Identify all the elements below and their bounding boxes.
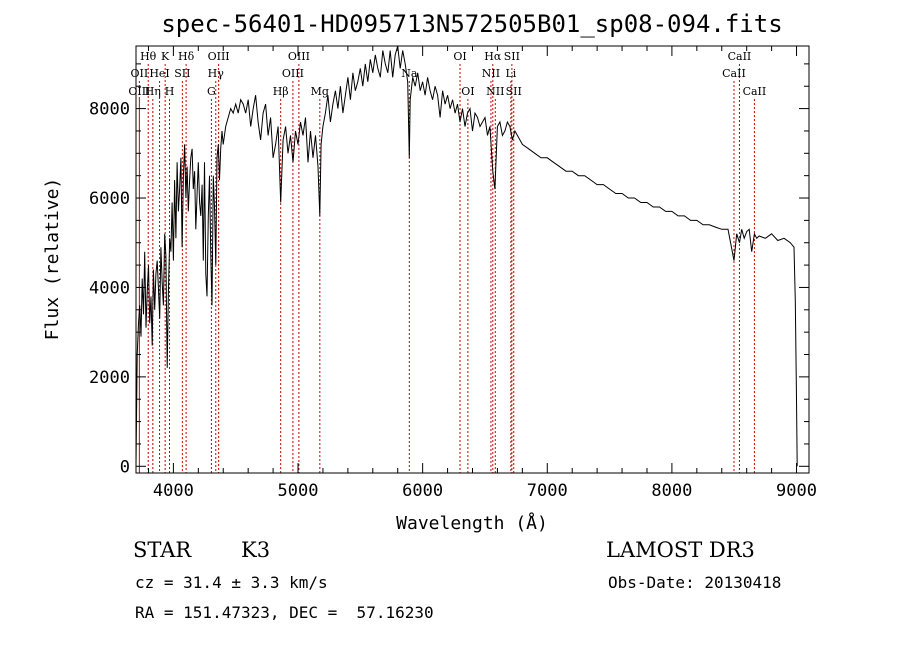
spectral-line-label: SII	[174, 67, 190, 80]
x-axis-label: Wavelength (Å)	[396, 512, 548, 534]
spectral-line-label: CaII	[743, 85, 767, 98]
spectral-line-label: OI	[453, 50, 466, 63]
spectral-line-label: OIII	[288, 50, 310, 63]
spectral-line-markers	[138, 64, 755, 473]
y-tick-label: 2000	[89, 368, 130, 388]
spectral-line-label: OI	[461, 85, 474, 98]
y-axis-label: Flux (relative)	[42, 178, 63, 341]
x-tick-label: 7000	[527, 481, 568, 501]
spectral-line-label: HeI	[149, 67, 169, 80]
redshift-cz: cz = 31.4 ± 3.3 km/s	[135, 573, 328, 592]
spectral-line-label: OIII	[128, 85, 150, 98]
spectral-line-label: NII	[486, 85, 504, 98]
survey-name: LAMOST DR3	[606, 538, 755, 562]
observation-date: Obs-Date: 20130418	[608, 573, 782, 592]
spectral-line-label: G	[207, 85, 216, 98]
spectral-line-label: CaII	[728, 50, 752, 63]
spectral-line-label: H	[165, 85, 175, 98]
axis-ticks: 4000 5000 6000 7000 8000 9000 0 2000 4000 6000 800…	[89, 46, 817, 501]
x-tick-label: 6000	[402, 481, 443, 501]
x-tick-label: 9000	[776, 481, 817, 501]
y-tick-label: 0	[120, 457, 130, 477]
spectral-line-label: Hβ	[273, 85, 289, 98]
spectral-line-label: NII	[482, 67, 500, 80]
x-tick-label: 8000	[651, 481, 692, 501]
spectral-line-label: Hθ	[140, 50, 157, 63]
object-class: STAR	[133, 538, 192, 562]
spectral-line-label: Mg	[311, 85, 329, 98]
spectral-line-label: Hα	[484, 50, 502, 63]
spectral-line-label: K	[161, 50, 170, 63]
spectral-line-label: Hδ	[178, 50, 195, 63]
chart-title: spec-56401-HD095713N572505B01_sp08-094.f…	[161, 10, 782, 38]
spectral-line-label: SII	[506, 85, 522, 98]
x-tick-label: 5000	[278, 481, 319, 501]
spectral-line-labels: Hθ OII OIII K HeI Hη Hδ SII H OIII Hγ G OIII OIII Hβ Mg…	[128, 50, 766, 98]
coordinates: RA = 151.47323, DEC = 57.16230	[135, 603, 434, 622]
spectral-line-label: OIII	[208, 50, 230, 63]
spectral-line-label: SII	[504, 50, 520, 63]
spectrum-line	[135, 45, 798, 467]
spectral-line-label: Hγ	[208, 67, 225, 80]
spectral-line-label: Li	[505, 67, 516, 80]
spectral-line-label: Na	[401, 67, 418, 80]
plot-frame	[135, 45, 810, 474]
y-tick-label: 4000	[89, 278, 130, 298]
object-subclass: K3	[241, 538, 271, 562]
y-tick-label: 8000	[89, 100, 130, 120]
y-tick-label: 6000	[89, 189, 130, 209]
x-tick-label: 4000	[153, 481, 194, 501]
spectral-line-label: OII	[131, 67, 149, 80]
spectral-line-label: OIII	[282, 67, 304, 80]
spectral-line-label: Hη	[145, 85, 161, 98]
spectral-line-label: CaII	[722, 67, 746, 80]
